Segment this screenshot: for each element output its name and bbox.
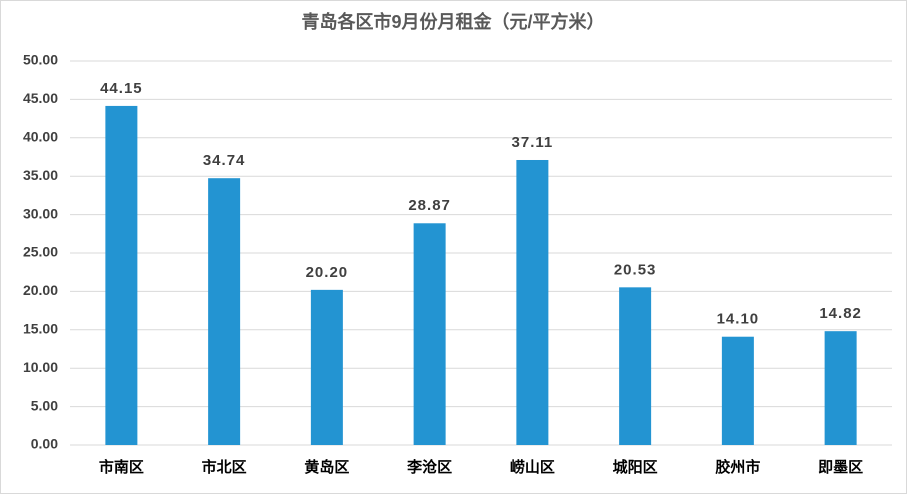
value-label: 37.11 bbox=[512, 134, 554, 151]
value-label: 14.10 bbox=[717, 311, 760, 328]
x-tick-label: 即墨区 bbox=[818, 459, 863, 476]
y-tick-label: 40.00 bbox=[23, 129, 58, 145]
x-tick-label: 黄岛区 bbox=[304, 458, 349, 476]
y-tick-label: 0.00 bbox=[31, 436, 58, 452]
y-tick-label: 10.00 bbox=[23, 359, 58, 375]
bar bbox=[824, 331, 857, 445]
x-tick-label: 城阳区 bbox=[613, 458, 658, 476]
y-tick-label: 25.00 bbox=[23, 244, 58, 260]
bar bbox=[413, 223, 446, 445]
y-tick-label: 30.00 bbox=[23, 205, 58, 221]
bar bbox=[208, 178, 241, 446]
value-label: 44.15 bbox=[100, 80, 143, 97]
x-tick-label: 李沧区 bbox=[406, 458, 452, 476]
bar bbox=[105, 105, 138, 445]
x-tick-label: 崂山区 bbox=[510, 459, 555, 476]
value-label: 28.87 bbox=[408, 197, 451, 214]
y-tick-label: 20.00 bbox=[23, 282, 58, 298]
bar bbox=[310, 289, 343, 445]
y-tick-label: 35.00 bbox=[23, 167, 58, 183]
bar bbox=[721, 336, 754, 445]
bar bbox=[516, 159, 549, 446]
x-tick-label: 市南区 bbox=[99, 458, 144, 476]
y-tick-label: 5.00 bbox=[31, 397, 58, 413]
chart-title: 青岛各区市9月份月租金（元/平方米） bbox=[301, 11, 604, 32]
bar bbox=[619, 287, 652, 445]
y-tick-label: 15.00 bbox=[23, 321, 58, 337]
x-tick-label: 市北区 bbox=[202, 458, 247, 476]
value-label: 14.82 bbox=[819, 305, 862, 322]
x-tick-label: 胶州市 bbox=[715, 458, 760, 476]
value-label: 20.53 bbox=[614, 261, 657, 278]
y-tick-label: 45.00 bbox=[23, 90, 58, 106]
y-tick-label: 50.00 bbox=[23, 52, 58, 68]
value-label: 20.20 bbox=[306, 264, 349, 281]
value-label: 34.74 bbox=[203, 152, 246, 169]
